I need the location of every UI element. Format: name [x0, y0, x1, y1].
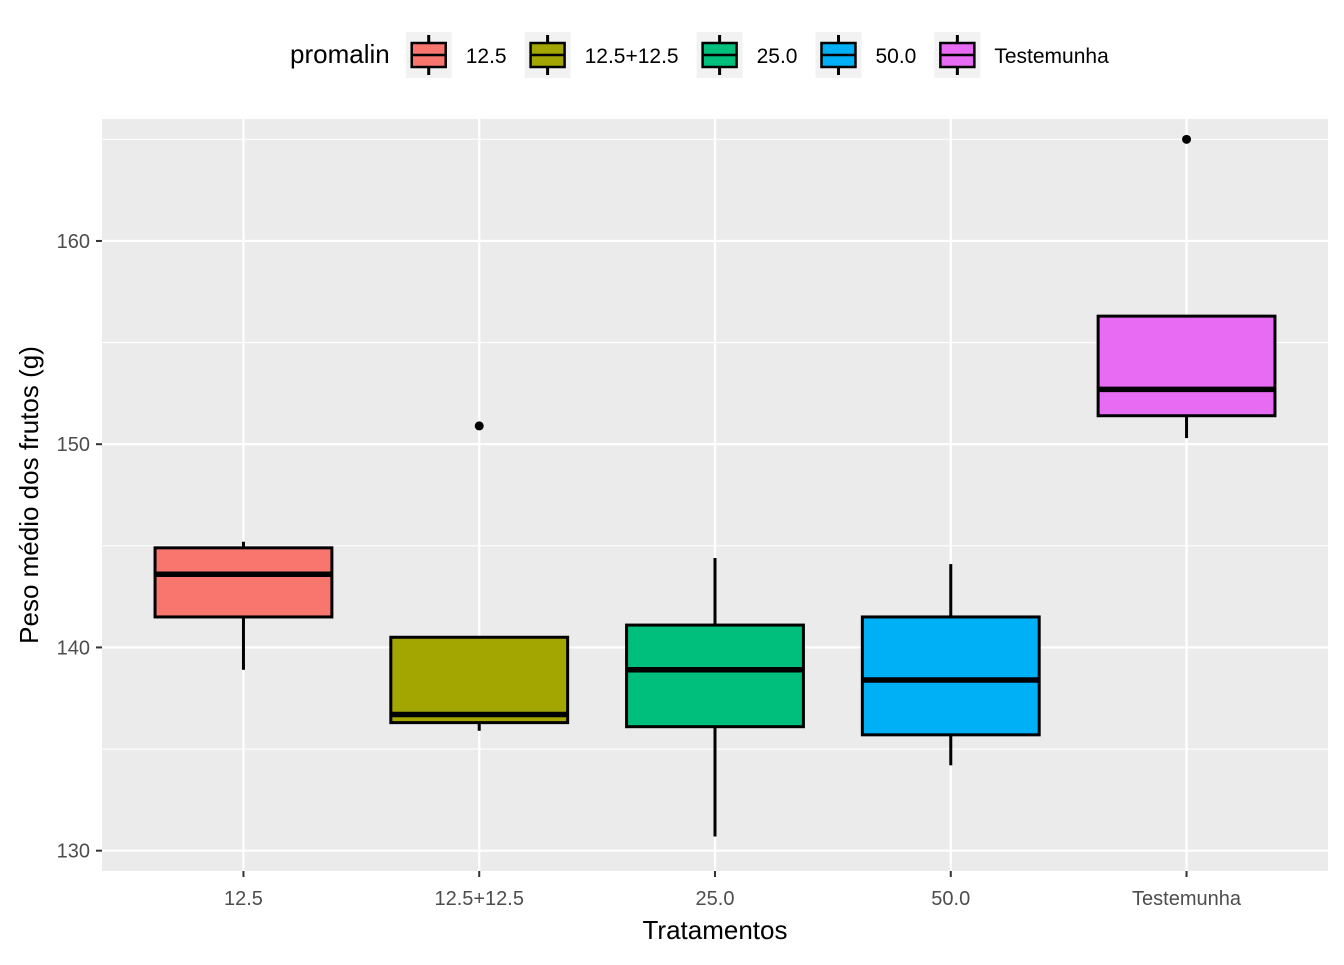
- y-axis-title: Peso médio dos frutos (g): [14, 346, 44, 644]
- legend-item: Testemunha: [934, 32, 1109, 78]
- legend-label: 25.0: [757, 45, 798, 68]
- x-tick-label: 12.5+12.5: [434, 888, 524, 910]
- legend-title: promalin: [290, 39, 390, 69]
- x-tick-label: 50.0: [931, 888, 970, 910]
- box-iqr: [389, 635, 570, 725]
- box-iqr: [860, 615, 1041, 737]
- y-axis: 130 140 150 160: [57, 231, 102, 863]
- box-iqr: [153, 546, 334, 619]
- box-2: [389, 421, 570, 731]
- legend-item: 25.0: [696, 32, 798, 78]
- x-tick-label: 12.5: [224, 888, 263, 910]
- legend: promalin 12.5 12.5+12.5 25.0 50.0 Testemunha: [290, 32, 1109, 78]
- box-4: [860, 564, 1041, 766]
- x-tick-label: Testemunha: [1132, 888, 1242, 910]
- x-axis: 12.5 12.5+12.5 25.0 50.0 Testemunha: [224, 871, 1242, 910]
- legend-label: Testemunha: [994, 45, 1109, 68]
- outlier-point: [1182, 134, 1192, 144]
- box-5: [1096, 134, 1277, 439]
- legend-label: 12.5: [466, 45, 507, 68]
- legend-item: 12.5: [405, 32, 507, 78]
- y-tick-label: 130: [57, 841, 90, 863]
- x-tick-label: 25.0: [696, 888, 735, 910]
- legend-label: 12.5+12.5: [585, 45, 679, 68]
- box-3: [625, 558, 805, 837]
- legend-item: 50.0: [815, 32, 916, 78]
- y-tick-label: 140: [57, 637, 90, 659]
- y-tick-label: 160: [57, 231, 90, 253]
- y-tick-label: 150: [57, 434, 90, 456]
- x-axis-title: Tratamentos: [643, 915, 788, 945]
- legend-item: 12.5+12.5: [524, 32, 679, 78]
- box-iqr: [625, 623, 805, 729]
- boxes: [153, 134, 1277, 837]
- legend-label: 50.0: [875, 45, 916, 68]
- box-iqr: [1096, 314, 1277, 418]
- outlier-point: [474, 421, 484, 431]
- box-1: [153, 541, 334, 670]
